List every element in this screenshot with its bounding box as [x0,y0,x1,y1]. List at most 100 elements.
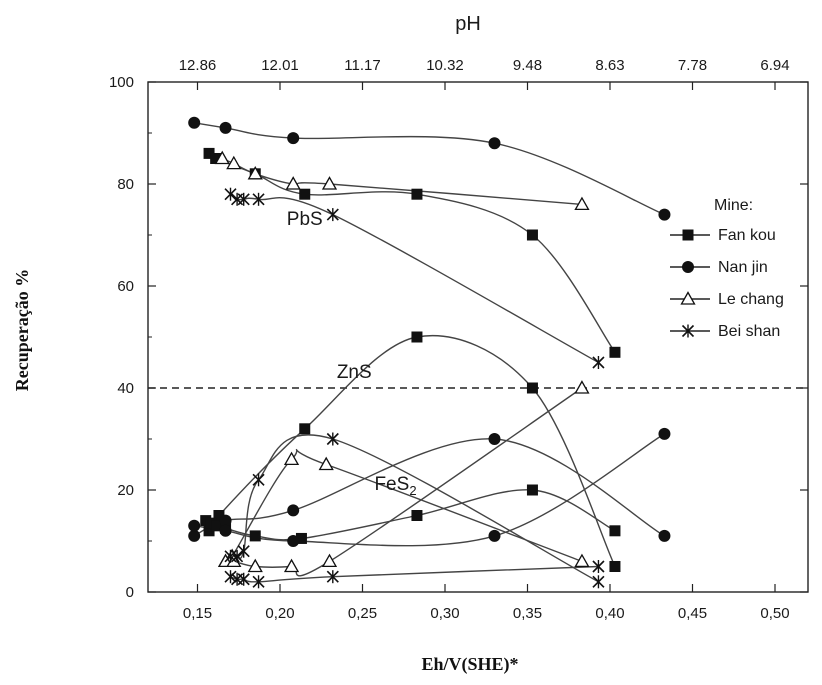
point-bei-shan [592,356,605,369]
top-axis-title: pH [455,13,481,35]
point-le-chang [574,553,590,568]
point-le-chang [321,176,338,190]
point-le-chang [321,553,338,568]
point-fan-kou [411,188,423,200]
curve-fan-kou [208,152,616,353]
top-tick-label: 11.17 [344,57,380,74]
legend-title: Mine: [714,197,753,214]
point-nan-jin [488,433,501,445]
point-bei-shan [326,208,339,222]
point-nan-jin [219,524,232,537]
point-fan-kou [609,346,621,358]
point-fan-kou [205,517,217,529]
x-tick-label: 0,20 [265,605,294,622]
point-fan-kou [203,525,215,537]
point-bei-shan [252,473,265,487]
top-tick-label: 12.86 [179,57,217,74]
legend-label-bei-shan: Bei shan [718,323,780,340]
point-fan-kou [299,423,311,435]
point-fan-kou [295,532,307,544]
group-label-pbs: PbS [287,209,323,230]
point-le-chang [226,155,242,170]
point-bei-shan [237,572,250,586]
point-fan-kou [249,530,261,542]
point-bei-shan [231,549,244,563]
point-fan-kou [526,484,538,496]
group-label-subscript: 2 [409,483,416,498]
point-fan-kou [609,525,621,537]
legend-marker-bei-shan [681,324,695,338]
point-le-chang [214,150,230,165]
point-le-chang [285,176,301,190]
x-tick-label: 0,35 [513,605,542,622]
point-le-chang [247,558,263,573]
point-bei-shan [237,192,250,206]
group-label-fes: FeS2 [374,474,416,498]
point-nan-jin [188,519,201,532]
x-tick-label: 0,15 [183,605,212,622]
x-tick-label: 0,30 [430,605,459,622]
legend-marker-nan-jin [682,261,694,273]
point-bei-shan [224,570,237,584]
top-tick-label: 9.48 [513,57,542,74]
point-bei-shan [592,575,605,589]
point-nan-jin [219,514,232,527]
grid-and-ticks: 0,15 12.86 0,20 12.01 0,25 11.17 0,30 10.32 0,35… [109,57,808,622]
point-fan-kou [411,510,423,521]
point-le-chang [318,456,334,471]
x-tick-label: 0,25 [348,605,377,622]
point-fan-kou [299,188,311,200]
y-tick-label: 0 [126,584,134,601]
curve-le-chang [224,448,583,566]
group-labels: PbS ZnS FeS2 [287,209,417,498]
legend-marker-fan-kou [682,229,694,241]
legend-label-le-chang: Le chang [718,291,784,308]
data-points [188,116,671,589]
legend-marker-le-chang [680,291,696,305]
point-le-chang [283,451,300,466]
x-tick-label: 0,50 [760,605,789,622]
point-nan-jin [188,116,201,129]
point-nan-jin [658,208,671,221]
point-le-chang [247,165,263,180]
x-tick-label: 0,40 [595,605,624,622]
point-fan-kou [213,510,225,521]
point-le-chang [283,558,300,573]
top-tick-label: 7.78 [678,57,707,74]
y-tick-label: 20 [117,482,134,499]
point-fan-kou [210,153,222,164]
point-bei-shan [326,570,339,584]
point-nan-jin [488,529,501,542]
legend: Mine: Fan kou Nan jin Le chang Bei shan [670,197,784,340]
top-tick-label: 8.63 [595,57,624,74]
point-le-chang [574,196,590,211]
point-fan-kou [211,520,223,532]
x-axis-title: Eh/V(SHE)* [421,654,518,675]
point-bei-shan [252,192,265,206]
point-bei-shan [252,575,265,589]
legend-label-fan-kou: Fan kou [718,227,776,244]
point-nan-jin [287,535,300,547]
curve-bei-shan [230,565,599,583]
curve-nan-jin [193,438,665,537]
point-nan-jin [287,504,300,517]
fit-curves [193,122,665,583]
point-nan-jin [658,427,671,440]
point-bei-shan [326,432,339,446]
y-tick-label: 100 [109,74,134,91]
top-tick-label: 10.32 [426,57,464,74]
point-fan-kou [203,147,215,159]
y-tick-label: 80 [117,176,134,193]
top-tick-label: 6.94 [760,57,789,74]
curve-nan-jin [194,122,665,216]
point-nan-jin [188,529,201,542]
y-axis-title: Recuperação % [12,269,32,391]
point-le-chang [574,380,590,394]
point-nan-jin [658,529,671,542]
legend-label-nan-jin: Nan jin [718,259,768,276]
point-nan-jin [488,137,501,150]
y-tick-label: 40 [117,380,134,397]
point-nan-jin [219,121,232,134]
point-bei-shan [592,560,605,573]
